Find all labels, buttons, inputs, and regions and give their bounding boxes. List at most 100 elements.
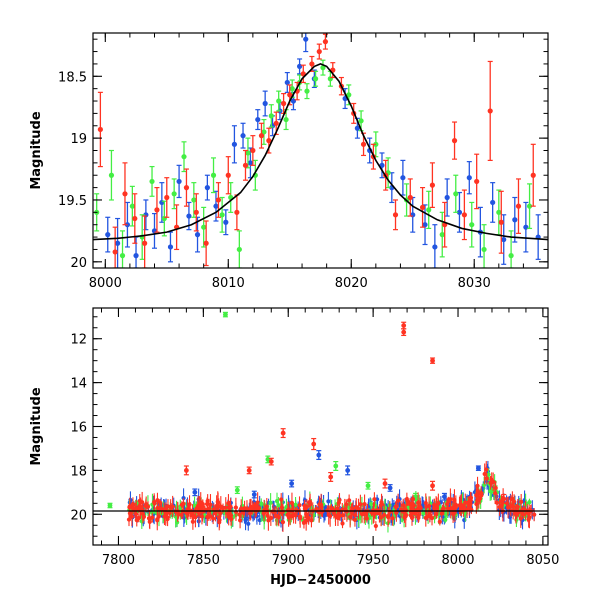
top-data-point-series-2 xyxy=(498,190,504,254)
bottom-data-point-series-2 xyxy=(479,490,484,500)
bottom-data-point-series-2 xyxy=(319,493,324,516)
top-data-point-series-2 xyxy=(225,156,231,195)
top-data-point-series-2 xyxy=(122,162,128,226)
top-data-point-series-2 xyxy=(234,194,240,231)
top-data-point-series-0 xyxy=(255,109,261,131)
top-data-point-series-2 xyxy=(250,135,256,166)
top-data-point-series-1 xyxy=(526,183,533,230)
top-data-point-series-2 xyxy=(474,153,480,210)
bottom-data-point-series-2 xyxy=(309,513,314,528)
bottom-data-point-series-2 xyxy=(304,509,309,525)
bottom-y-tick-label: 14 xyxy=(70,377,87,392)
bottom-outlier-series-2 xyxy=(430,357,436,364)
bottom-data-point-series-2 xyxy=(418,500,423,516)
bottom-data-point-series-2 xyxy=(359,505,365,523)
bottom-data-point-series-2 xyxy=(519,493,524,510)
bottom-data-point-series-2 xyxy=(390,510,395,526)
bottom-data-point-series-2 xyxy=(248,498,253,520)
bottom-x-tick-label: 8000 xyxy=(441,553,474,568)
bottom-outlier-series-2 xyxy=(430,480,436,491)
top-data-point-series-2 xyxy=(392,199,399,231)
top-data-point-series-1 xyxy=(320,59,326,76)
top-data-point-series-1 xyxy=(304,83,310,100)
top-data-point-series-2 xyxy=(461,189,467,241)
bottom-data-point-series-2 xyxy=(532,507,537,522)
top-data-point-series-0 xyxy=(204,174,210,201)
bottom-data-point-series-2 xyxy=(179,510,184,520)
bottom-data-point-series-2 xyxy=(439,507,444,520)
top-data-point-series-2 xyxy=(215,182,222,218)
bottom-data-point-series-2 xyxy=(445,501,451,516)
top-data-point-series-2 xyxy=(515,178,522,234)
bottom-data-point-series-2 xyxy=(156,512,161,521)
bottom-data-point-series-2 xyxy=(126,513,132,527)
bottom-data-point-series-1 xyxy=(259,498,264,509)
bottom-data-point-series-2 xyxy=(395,493,401,508)
bottom-outlier-series-2 xyxy=(311,437,317,451)
top-data-point-series-0 xyxy=(432,224,438,268)
top-data-point-series-1 xyxy=(426,190,432,230)
top-data-point-series-1 xyxy=(453,174,459,213)
top-data-point-series-0 xyxy=(240,122,246,149)
bottom-data-point-series-2 xyxy=(476,491,481,509)
top-data-point-series-0 xyxy=(105,216,111,253)
top-data-point-series-2 xyxy=(174,204,180,251)
bottom-x-tick-label: 7800 xyxy=(102,553,135,568)
bottom-data-point-series-2 xyxy=(382,504,387,526)
top-y-tick-label: 20 xyxy=(70,256,87,271)
bottom-data-point-series-2 xyxy=(179,501,184,509)
top-data-point-series-0 xyxy=(231,125,238,164)
top-data-point-series-0 xyxy=(151,212,158,249)
bottom-outlier-series-2 xyxy=(328,471,334,482)
top-data-point-series-2 xyxy=(142,215,148,268)
bottom-data-point-series-1 xyxy=(369,498,374,510)
bottom-data-point-series-2 xyxy=(416,512,421,523)
top-data-point-series-0 xyxy=(422,204,428,246)
top-data-point-series-0 xyxy=(512,196,518,243)
bottom-outlier-series-0 xyxy=(192,488,198,497)
bottom-data-point-series-2 xyxy=(347,494,352,507)
top-data-point-series-1 xyxy=(108,149,115,201)
bottom-data-point-series-2 xyxy=(196,502,202,524)
bottom-data-point-series-2 xyxy=(463,493,468,512)
bottom-data-point-series-2 xyxy=(350,502,355,516)
bottom-data-point-series-2 xyxy=(373,521,378,531)
top-data-point-series-2 xyxy=(487,60,493,161)
bottom-data-point-series-2 xyxy=(241,507,246,519)
bottom-y-tick-label: 18 xyxy=(70,464,87,479)
bottom-data-point-series-2 xyxy=(344,499,349,510)
top-data-point-series-2 xyxy=(530,143,536,207)
top-data-point-series-0 xyxy=(176,164,182,199)
bottom-data-point-series-2 xyxy=(423,509,428,527)
bottom-panel-data-points xyxy=(107,311,537,533)
top-data-point-series-2 xyxy=(183,168,190,207)
top-data-point-series-0 xyxy=(466,161,472,195)
bottom-data-point-series-2 xyxy=(130,502,136,515)
bottom-outlier-series-1 xyxy=(234,486,240,495)
model-curve xyxy=(93,63,548,241)
top-data-point-series-2 xyxy=(316,43,322,60)
bottom-x-tick-label: 7950 xyxy=(357,553,390,568)
bottom-panel-lightcurve-full: 7800 7850 7900 7950 8000 8050 12 14 16 18 20 Magni… xyxy=(29,307,559,588)
top-data-point-series-2 xyxy=(322,33,329,50)
bottom-outlier-series-2 xyxy=(280,428,286,439)
bottom-data-point-series-2 xyxy=(337,493,342,508)
top-data-point-series-2 xyxy=(442,201,448,248)
bottom-data-point-series-2 xyxy=(432,498,437,518)
bottom-data-point-series-1 xyxy=(421,508,426,519)
bottom-outlier-series-2 xyxy=(501,493,507,504)
top-data-point-series-2 xyxy=(203,220,209,267)
bottom-data-point-series-2 xyxy=(340,518,345,529)
bottom-data-point-series-1 xyxy=(527,498,532,506)
top-x-tick-label: 8010 xyxy=(212,276,245,291)
bottom-data-point-series-2 xyxy=(308,493,313,516)
bottom-outlier-series-2 xyxy=(401,328,407,337)
top-data-point-series-1 xyxy=(245,137,251,169)
top-data-point-series-1 xyxy=(201,206,207,248)
bottom-data-point-series-2 xyxy=(448,488,453,510)
bottom-data-point-series-1 xyxy=(274,492,280,510)
bottom-outlier-series-1 xyxy=(365,481,371,490)
bottom-panel-y-axis-label: Magnitude xyxy=(29,387,44,466)
top-data-point-series-1 xyxy=(210,157,217,194)
